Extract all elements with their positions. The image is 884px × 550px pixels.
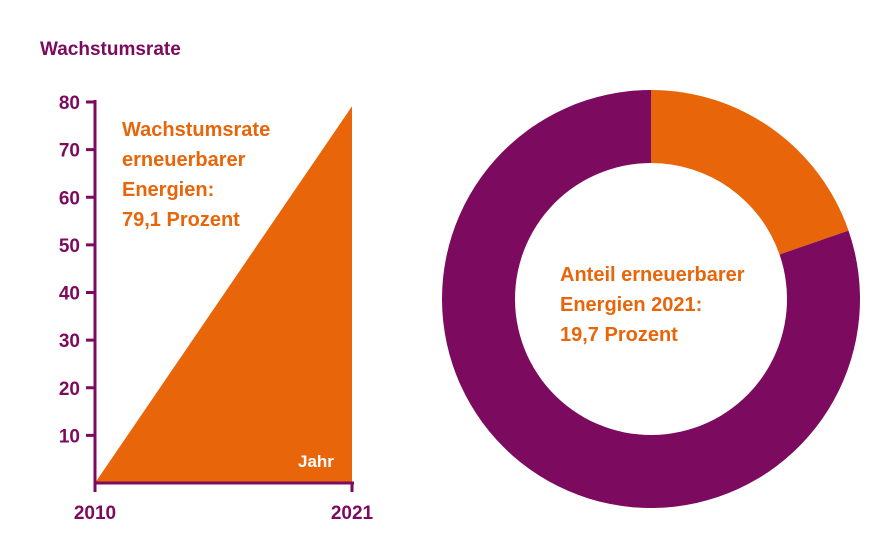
growth-annotation: Wachstumsrate erneuerbarer Energien: 79,1 P… (122, 119, 270, 231)
x-tick-labels: 2010 2021 (74, 503, 374, 524)
x-tick-label: 2021 (331, 503, 374, 524)
donut-slice-other (441, 90, 860, 508)
y-tick-label: 10 (59, 426, 80, 447)
donut-center-label-line: Energien 2021: (560, 294, 702, 316)
y-tick-label: 30 (59, 331, 80, 352)
growth-annotation-line: Energien: (122, 179, 214, 201)
x-axis-title: Jahr (298, 452, 334, 471)
growth-annotation-line: 79,1 Prozent (122, 209, 240, 231)
y-tick-label: 80 (59, 93, 80, 114)
y-axis-title: Wachstumsrate (40, 39, 181, 60)
donut-slice-renewable (651, 90, 849, 255)
growth-annotation-line: erneuerbarer (122, 149, 246, 171)
y-tick-label: 50 (59, 236, 80, 257)
y-tick-label: 20 (59, 379, 80, 400)
y-tick-label: 70 (59, 141, 80, 162)
y-tick-label: 40 (59, 284, 80, 305)
y-tick-label: 60 (59, 188, 80, 209)
x-tick-label: 2010 (74, 503, 116, 524)
axes (86, 100, 354, 492)
area-fill (95, 106, 352, 483)
donut-center-label: Anteil erneuerbarer Energien 2021: 19,7 Pr… (560, 264, 745, 346)
area-series (95, 106, 352, 483)
donut-center-label-line: Anteil erneuerbarer (560, 264, 745, 286)
donut-chart (441, 90, 860, 508)
donut-center-label-line: 19,7 Prozent (560, 324, 678, 346)
growth-annotation-line: Wachstumsrate (122, 119, 270, 141)
y-tick-labels: 10 20 30 40 50 60 70 80 (59, 93, 80, 447)
